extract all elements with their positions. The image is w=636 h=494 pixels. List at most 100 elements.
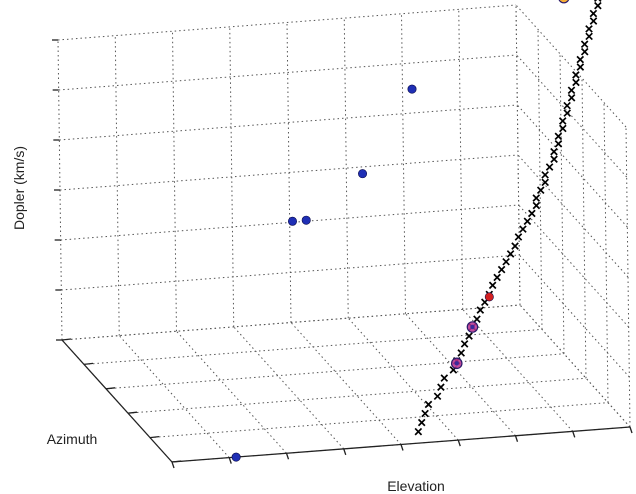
x-marker: [550, 147, 558, 156]
floor-grid-line: [118, 335, 230, 458]
side-wall-grid-line: [519, 304, 631, 428]
x-marker: [563, 101, 571, 110]
back-wall-grid-line: [58, 54, 517, 91]
dot-marker: [301, 215, 311, 225]
tick-layer: [52, 39, 633, 469]
y-axis-tick: [149, 435, 160, 439]
x-marker: [554, 132, 563, 141]
x-marker: [497, 265, 506, 274]
x-marker-stroke: [424, 400, 433, 409]
back-wall-grid-line: [57, 4, 517, 41]
back-wall-grid-line: [343, 18, 349, 319]
x-marker: [589, 9, 598, 18]
x-marker: [558, 117, 567, 125]
y-axis-label: Azimuth: [47, 431, 98, 447]
x-marker-stroke: [417, 418, 426, 427]
x-axis-label: Elevation: [387, 478, 445, 494]
y-axis-tick: [105, 387, 116, 390]
x-marker: [541, 171, 549, 179]
x-axis-tick: [343, 448, 347, 456]
x-axis-tick: [400, 444, 404, 451]
ring-marker-core: [470, 324, 475, 330]
y-axis-tick: [61, 338, 72, 341]
x-marker-stroke: [440, 374, 449, 382]
x-marker: [421, 409, 429, 418]
x-marker-stroke: [593, 0, 598, 2]
x-marker: [511, 242, 519, 250]
x-marker-stroke: [572, 71, 580, 79]
x-marker-stroke: [437, 383, 445, 391]
back-wall-grid-line: [61, 254, 520, 291]
ring-marker: [558, 0, 570, 4]
x-marker: [414, 427, 423, 436]
x-marker: [523, 217, 532, 226]
x-marker: [572, 71, 580, 79]
x-marker-stroke: [433, 392, 442, 401]
x-marker-stroke: [476, 306, 485, 314]
x-marker: [545, 163, 554, 171]
back-wall-grid-line: [59, 154, 519, 191]
side-wall-grid-line: [559, 53, 565, 354]
x-marker-stroke: [576, 55, 585, 64]
x-marker-stroke: [585, 32, 593, 41]
x-marker: [567, 93, 576, 102]
x-marker: [550, 155, 558, 163]
x-marker-stroke: [502, 257, 510, 266]
side-wall-grid-line: [516, 54, 628, 178]
x-marker-stroke: [541, 178, 550, 187]
x-marker: [465, 332, 473, 340]
x-marker-stroke: [559, 124, 567, 133]
x-marker: [532, 201, 541, 210]
x-marker: [473, 315, 481, 323]
floor-grid-line: [290, 322, 402, 445]
x-marker-stroke: [536, 186, 545, 195]
side-wall-grid-line: [518, 254, 630, 378]
x-marker: [433, 392, 442, 401]
x-marker: [589, 17, 598, 25]
x-marker: [585, 32, 593, 41]
dot-marker: [407, 84, 417, 94]
x-marker: [440, 374, 449, 382]
x-marker: [493, 273, 501, 282]
back-wall-grid-line: [61, 304, 521, 341]
floor-grid-line: [233, 326, 345, 450]
data-layer: [231, 0, 602, 462]
dot-marker: [484, 292, 494, 302]
x-marker: [502, 257, 510, 266]
x-marker-stroke: [580, 47, 589, 56]
back-wall-grid-line: [401, 13, 406, 314]
x-axis-tick: [457, 439, 461, 447]
x-marker-stroke: [563, 109, 572, 117]
x-marker-stroke: [567, 93, 576, 102]
x-marker-stroke: [473, 315, 481, 323]
x-marker-stroke: [497, 265, 506, 274]
x-marker-stroke: [541, 171, 549, 179]
x-marker: [460, 340, 469, 348]
y-axis-tick: [83, 362, 94, 366]
floor-grid-line: [105, 353, 565, 390]
x-marker-stroke: [554, 140, 563, 148]
x-marker-stroke: [465, 332, 473, 340]
side-wall-grid-line: [581, 78, 587, 379]
x-axis-tick: [629, 426, 633, 434]
x-axis-tick: [228, 457, 232, 464]
x-marker: [580, 40, 589, 49]
x-marker-stroke: [506, 250, 515, 258]
floor-grid-line: [176, 330, 287, 454]
x-marker-stroke: [457, 349, 466, 357]
x-marker-stroke: [532, 194, 541, 202]
back-wall-grid-line: [172, 31, 177, 332]
dot-marker: [358, 169, 368, 179]
floor-grid-line: [149, 402, 609, 439]
x-marker-stroke: [532, 201, 541, 210]
dot-marker: [287, 216, 297, 226]
x-marker: [424, 400, 433, 409]
x-marker: [506, 250, 515, 258]
x-marker-stroke: [519, 225, 527, 233]
x-marker-stroke: [550, 155, 558, 163]
x-marker-stroke: [567, 86, 576, 95]
x-marker-stroke: [460, 340, 469, 348]
x-marker: [437, 383, 445, 391]
x-marker: [576, 63, 585, 71]
